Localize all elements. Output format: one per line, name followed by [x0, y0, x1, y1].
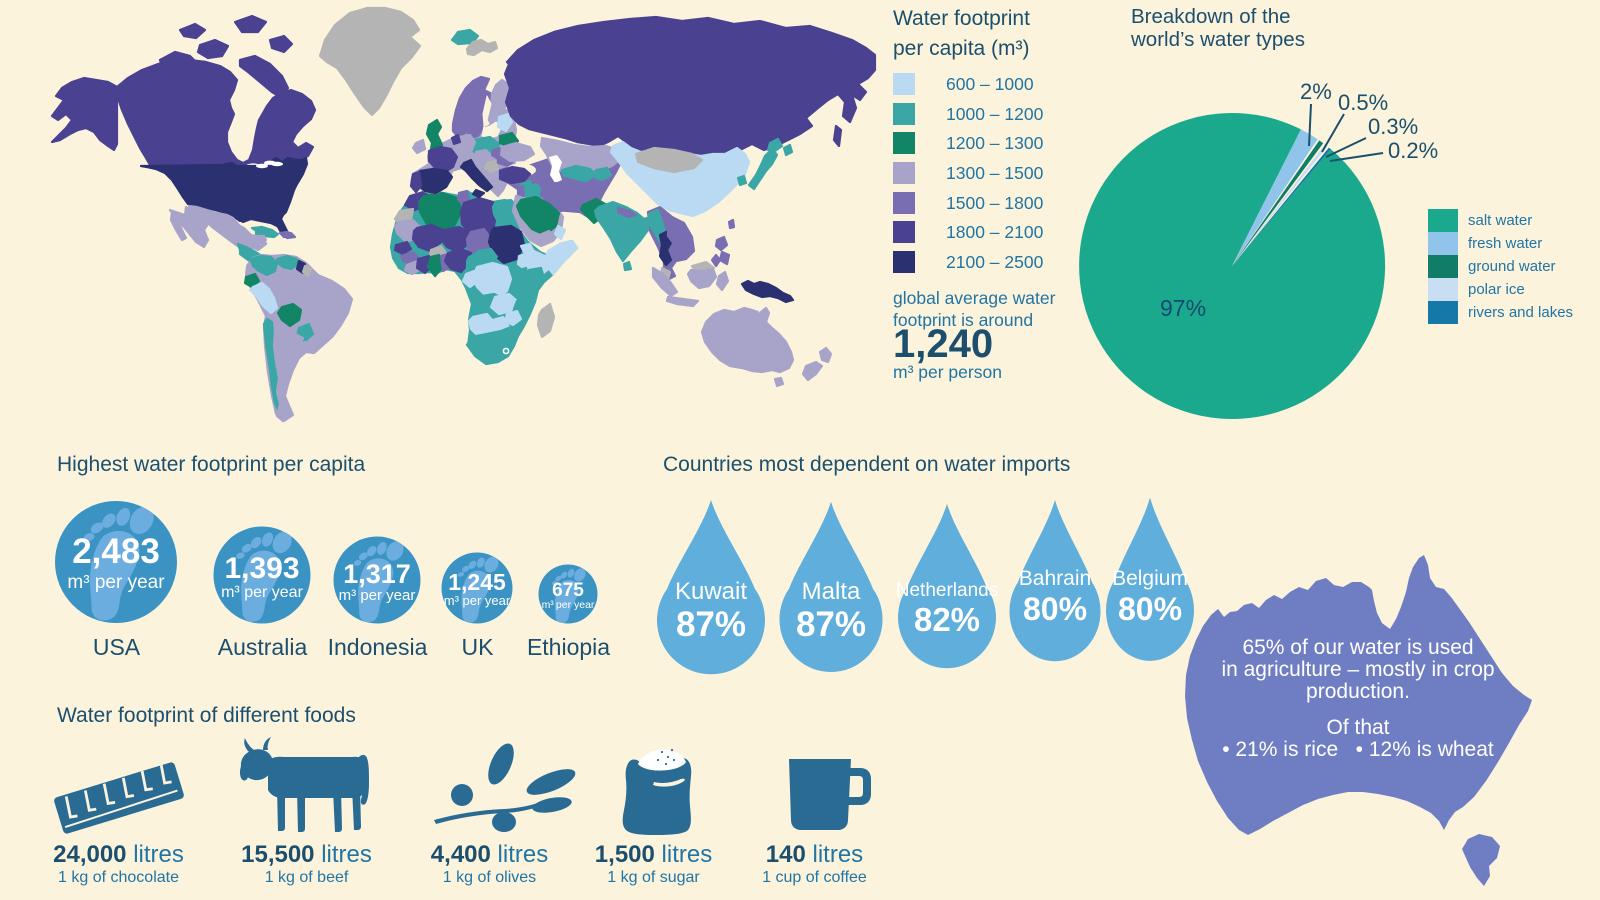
svg-text:Kuwait: Kuwait	[675, 578, 747, 605]
svg-text:82%: 82%	[914, 601, 980, 638]
svg-text:m³ per year: m³ per year	[221, 584, 303, 601]
svg-text:87%: 87%	[676, 605, 746, 644]
svg-text:Belgium: Belgium	[1112, 567, 1188, 590]
svg-text:0.3%: 0.3%	[1368, 114, 1418, 139]
svg-text:Malta: Malta	[802, 578, 861, 605]
svg-text:2,483: 2,483	[72, 532, 160, 571]
svg-text:• 21% is rice • 12% is wheat: • 21% is rice • 12% is wheat	[1222, 738, 1494, 761]
svg-text:80%: 80%	[1118, 591, 1182, 627]
svg-text:Bahrain: Bahrain	[1019, 567, 1091, 590]
svg-text:2%: 2%	[1300, 79, 1332, 104]
svg-text:0.2%: 0.2%	[1388, 138, 1438, 163]
svg-text:Netherlands: Netherlands	[896, 580, 998, 601]
svg-text:m³ per year: m³ per year	[542, 599, 595, 611]
svg-text:65% of our water is used: 65% of our water is used	[1242, 636, 1473, 659]
svg-text:1,393: 1,393	[224, 552, 299, 585]
svg-text:80%: 80%	[1023, 591, 1087, 627]
svg-text:87%: 87%	[796, 605, 866, 644]
svg-text:0.5%: 0.5%	[1338, 90, 1388, 115]
svg-text:production.: production.	[1306, 680, 1410, 703]
svg-text:m³ per year: m³ per year	[444, 593, 511, 608]
svg-text:1,317: 1,317	[343, 559, 411, 589]
svg-text:Of that: Of that	[1326, 716, 1389, 739]
svg-text:1,245: 1,245	[448, 569, 506, 595]
svg-text:m³ per year: m³ per year	[67, 572, 165, 593]
svg-text:in agriculture – mostly in cro: in agriculture – mostly in crop	[1221, 658, 1494, 681]
svg-text:675: 675	[552, 580, 584, 601]
svg-text:97%: 97%	[1160, 295, 1206, 321]
svg-text:m³ per year: m³ per year	[339, 587, 416, 604]
